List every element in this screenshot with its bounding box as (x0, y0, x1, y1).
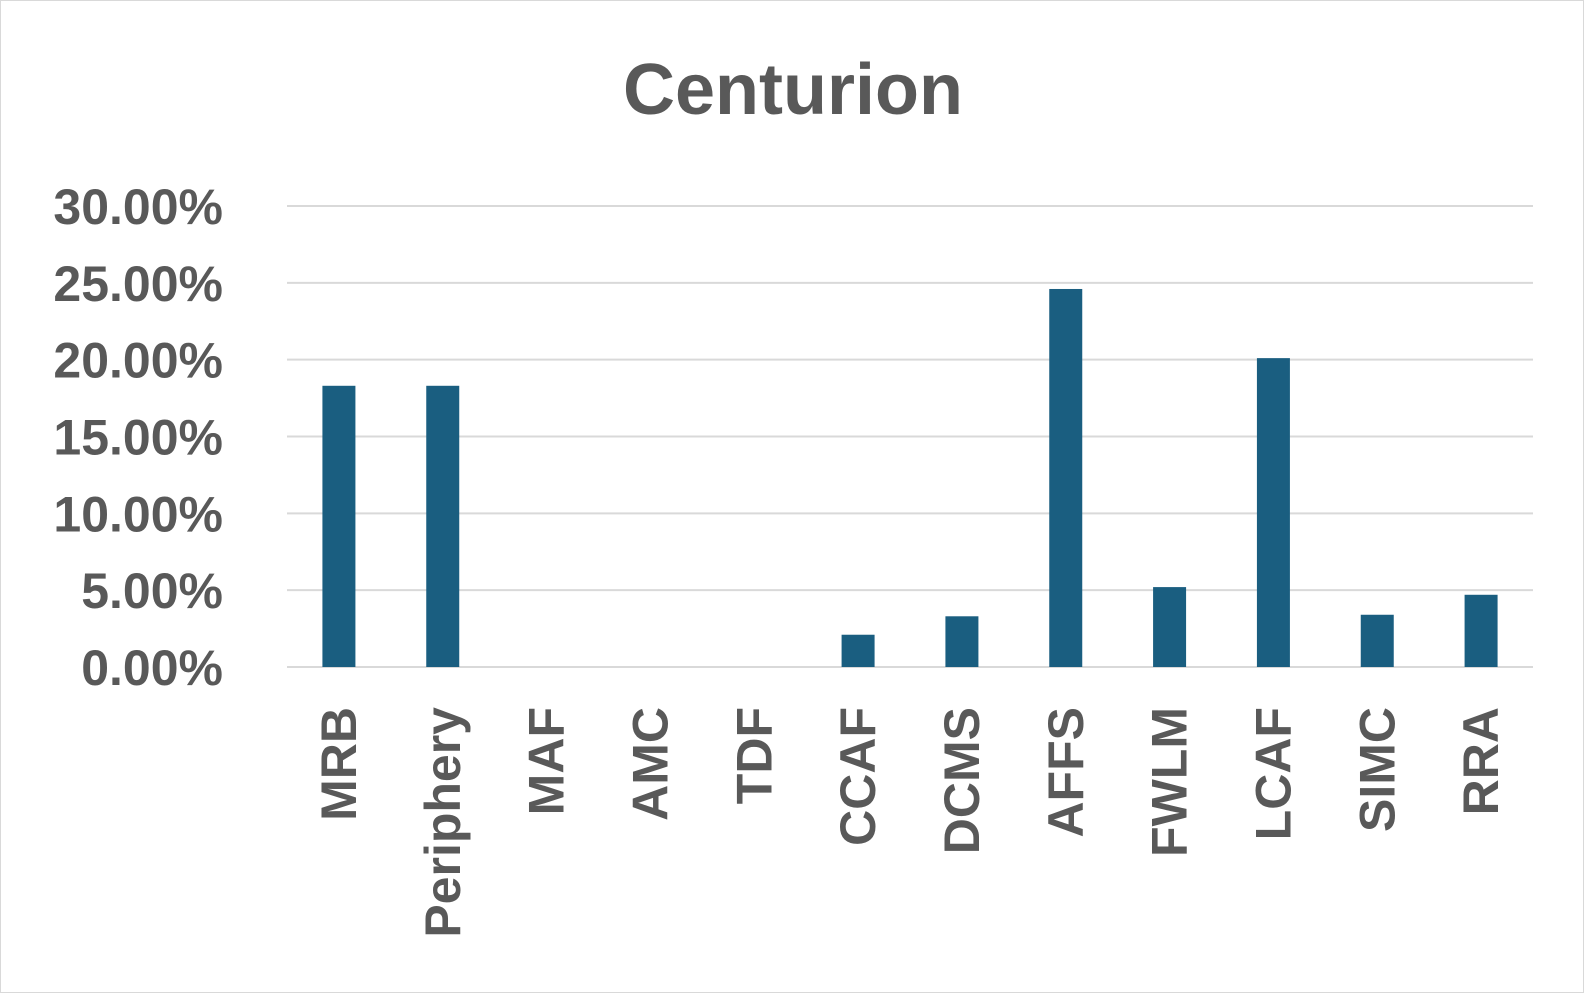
bar-mrb (322, 385, 356, 667)
y-tick-label: 25.00% (53, 256, 223, 312)
x-category-label: CCAF (830, 707, 886, 846)
x-category-label: SIMC (1349, 707, 1405, 832)
chart-title: Centurion (623, 50, 963, 130)
bar-affs (1049, 288, 1083, 667)
x-category-label: Periphery (415, 707, 471, 938)
y-tick-label: 10.00% (53, 486, 223, 542)
y-tick-label: 0.00% (81, 640, 223, 696)
bar-lcaf (1256, 358, 1290, 667)
y-tick-label: 20.00% (53, 333, 223, 389)
x-category-label: AFFS (1038, 707, 1094, 838)
bars (322, 288, 1498, 667)
bar-ccaf (841, 634, 875, 667)
x-category-label: AMC (622, 707, 678, 821)
bar-fwlm (1153, 587, 1187, 667)
y-tick-label: 30.00% (53, 179, 223, 235)
y-tick-label: 5.00% (81, 563, 223, 619)
x-category-label: MRB (311, 707, 367, 821)
x-category-label: TDF (726, 707, 782, 804)
bar-simc (1360, 614, 1394, 667)
gridlines (287, 205, 1533, 668)
bar-periphery (426, 385, 460, 667)
x-category-label: FWLM (1142, 707, 1198, 857)
y-axis-tick-labels: 0.00% 5.00% 10.00% 15.00% 20.00% 25.00% 30.00% (53, 179, 223, 696)
x-category-label: DCMS (934, 707, 990, 854)
bar-dcms (945, 616, 979, 667)
x-category-label: MAF (519, 707, 575, 815)
x-axis-category-labels: MRB Periphery MAF AMC TDF CCAF DCMS AFFS FWLM LCA… (311, 707, 1509, 938)
x-category-label: RRA (1453, 707, 1509, 815)
bar-rra (1464, 594, 1498, 667)
x-category-label: LCAF (1245, 707, 1301, 840)
y-tick-label: 15.00% (53, 410, 223, 466)
